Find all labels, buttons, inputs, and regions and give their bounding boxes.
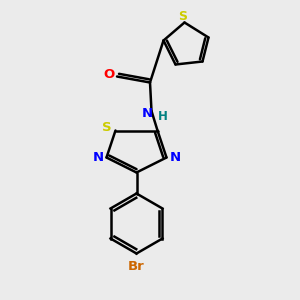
Text: N: N <box>92 151 104 164</box>
Text: O: O <box>104 68 115 82</box>
Text: N: N <box>169 151 181 164</box>
Text: N: N <box>141 107 153 120</box>
Text: S: S <box>102 121 112 134</box>
Text: H: H <box>158 110 168 124</box>
Text: S: S <box>178 10 188 23</box>
Text: Br: Br <box>128 260 145 273</box>
